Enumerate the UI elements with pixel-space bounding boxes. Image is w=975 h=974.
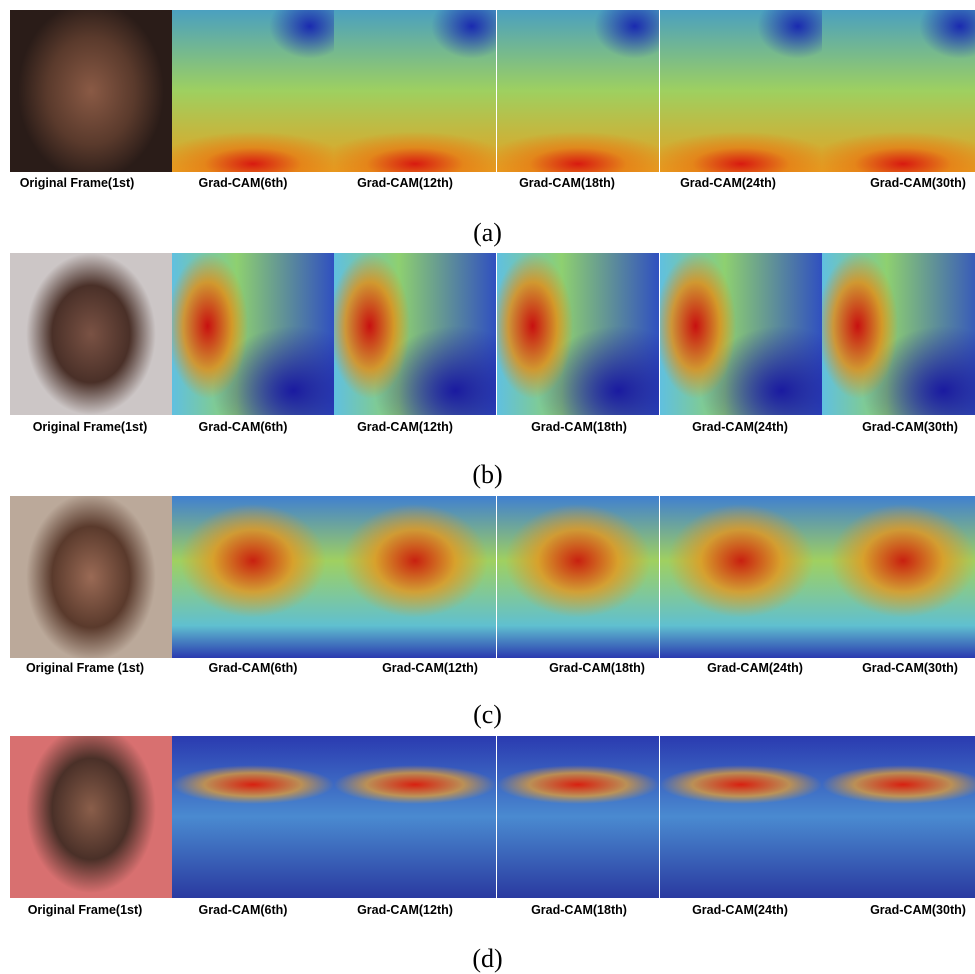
grad-cam-image xyxy=(172,496,334,658)
grad-cam-image xyxy=(334,496,496,658)
panel-label: Grad-CAM(18th) xyxy=(519,176,615,190)
original-frame-image xyxy=(10,253,172,415)
subfigure-caption: (a) xyxy=(0,218,975,248)
panel-label: Original Frame(1st) xyxy=(28,903,143,917)
panel-label: Grad-CAM(6th) xyxy=(209,661,298,675)
grad-cam-image xyxy=(497,736,659,898)
grad-cam-image xyxy=(497,10,659,172)
panel-label: Grad-CAM(6th) xyxy=(199,420,288,434)
panel-label: Grad-CAM(12th) xyxy=(357,176,453,190)
grad-cam-image xyxy=(822,10,975,172)
panel-label: Grad-CAM(30th) xyxy=(870,903,966,917)
panel-label: Original Frame(1st) xyxy=(20,176,135,190)
original-frame-image xyxy=(10,10,172,172)
panel-label: Grad-CAM(6th) xyxy=(199,176,288,190)
grad-cam-image xyxy=(660,10,822,172)
original-frame-image xyxy=(10,496,172,658)
subfigure-caption: (c) xyxy=(0,700,975,730)
panel-label: Grad-CAM(12th) xyxy=(382,661,478,675)
panel-label: Grad-CAM(18th) xyxy=(531,420,627,434)
panel-label: Grad-CAM(6th) xyxy=(199,903,288,917)
subfigure-caption: (d) xyxy=(0,944,975,974)
panel-label: Grad-CAM(30th) xyxy=(862,420,958,434)
grad-cam-image xyxy=(334,736,496,898)
grad-cam-image xyxy=(822,736,975,898)
grad-cam-image xyxy=(497,496,659,658)
panel-label: Grad-CAM(30th) xyxy=(862,661,958,675)
grad-cam-image xyxy=(497,253,659,415)
grad-cam-image xyxy=(334,10,496,172)
panel-label: Original Frame (1st) xyxy=(26,661,144,675)
original-frame-image xyxy=(10,736,172,898)
panel-label: Original Frame(1st) xyxy=(33,420,148,434)
panel-label: Grad-CAM(24th) xyxy=(692,903,788,917)
panel-label: Grad-CAM(24th) xyxy=(707,661,803,675)
subfigure-caption: (b) xyxy=(0,460,975,490)
grad-cam-image xyxy=(172,10,334,172)
figure-page: {"figure": {"rows": [ {"labels": ["Origi… xyxy=(0,0,975,974)
panel-label: Grad-CAM(18th) xyxy=(549,661,645,675)
grad-cam-image xyxy=(822,496,975,658)
grad-cam-image xyxy=(172,253,334,415)
panel-label: Grad-CAM(24th) xyxy=(680,176,776,190)
panel-label: Grad-CAM(18th) xyxy=(531,903,627,917)
panel-label: Grad-CAM(12th) xyxy=(357,420,453,434)
grad-cam-image xyxy=(660,736,822,898)
grad-cam-image xyxy=(172,736,334,898)
panel-label: Grad-CAM(30th) xyxy=(870,176,966,190)
grad-cam-image xyxy=(822,253,975,415)
panel-label: Grad-CAM(24th) xyxy=(692,420,788,434)
panel-label: Grad-CAM(12th) xyxy=(357,903,453,917)
grad-cam-image xyxy=(660,253,822,415)
grad-cam-image xyxy=(334,253,496,415)
grad-cam-image xyxy=(660,496,822,658)
